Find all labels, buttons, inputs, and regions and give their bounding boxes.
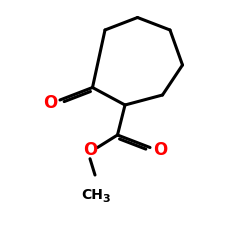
Text: 3: 3 — [102, 194, 110, 204]
Text: O: O — [43, 94, 57, 112]
Text: O: O — [153, 141, 167, 159]
Text: CH: CH — [82, 188, 104, 202]
Text: O: O — [83, 141, 97, 159]
